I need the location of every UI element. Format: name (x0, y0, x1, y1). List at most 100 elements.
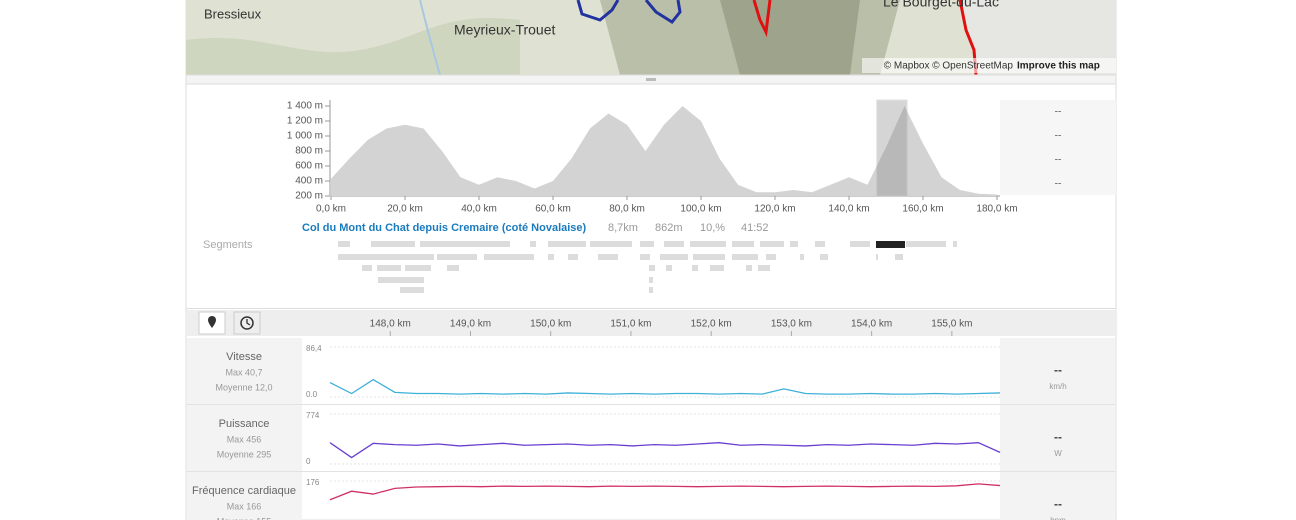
toolbar (187, 310, 1115, 336)
segment-bar (590, 241, 632, 247)
stream-current: -- (1054, 363, 1062, 377)
stream-name: Puissance (219, 418, 270, 430)
segment-bar (530, 241, 536, 247)
segment-bar (649, 287, 653, 293)
side-value: -- (1055, 131, 1062, 142)
segment-time: 41:52 (741, 222, 769, 234)
stream-current: -- (1054, 497, 1062, 511)
stream-average: Moyenne 155 (217, 516, 272, 520)
x-tick-label: 140,0 km (828, 204, 869, 215)
segment-bar (548, 254, 554, 260)
stream-unit: bpm (1050, 516, 1066, 520)
segment-bar (850, 241, 870, 247)
x-tick-label: 100,0 km (680, 204, 721, 215)
segment-bar (690, 241, 726, 247)
selection (876, 99, 908, 197)
y-tick-label: 1 200 m (287, 116, 323, 127)
stream-label-bg (187, 338, 302, 404)
segment-bar (649, 265, 655, 271)
segment-bar (693, 254, 725, 260)
y-tick-label: 176 (306, 478, 320, 487)
segment-bar (906, 241, 946, 247)
segment-bar (732, 241, 754, 247)
stream-line (329, 483, 1001, 501)
segment-bar (766, 254, 776, 260)
divider (186, 308, 1116, 309)
y-tick-label: 1 000 m (287, 131, 323, 142)
segment-bar (371, 241, 415, 247)
route (752, 0, 772, 38)
x-tick-label: 120,0 km (754, 204, 795, 215)
segment-bar (732, 254, 758, 260)
y-tick-label: 0.0 (306, 390, 318, 399)
stream-line (329, 442, 1001, 459)
y-tick-label: 200 m (295, 191, 323, 202)
stream-average: Moyenne 12,0 (215, 382, 272, 392)
segment-bar (666, 265, 672, 271)
stream-max: Max 456 (227, 434, 262, 444)
x-tick-label: 150,0 km (530, 319, 571, 330)
segment-bar (338, 254, 434, 260)
x-tick-label: 180,0 km (976, 204, 1017, 215)
segment-bar (484, 254, 534, 260)
stream-unit: km/h (1049, 382, 1066, 391)
attribution: © Mapbox © OpenStreetMap (884, 61, 1014, 72)
stream-name: Vitesse (226, 351, 262, 363)
side-value: -- (1055, 179, 1062, 190)
segment-bar (402, 277, 424, 283)
map-button[interactable] (198, 311, 226, 335)
segment-bar (640, 241, 654, 247)
segment-bar (692, 265, 698, 271)
attribution-bg (862, 58, 1116, 73)
segment-bar (338, 241, 350, 247)
stream-label-bg (187, 472, 302, 520)
river (419, 0, 441, 76)
x-tick-label: 148,0 km (370, 319, 411, 330)
side-value: -- (1055, 107, 1062, 118)
segment-bar (895, 254, 903, 260)
segment-bar (710, 265, 724, 271)
x-tick-label: 155,0 km (931, 319, 972, 330)
segment-bar (660, 254, 688, 260)
x-tick-label: 160,0 km (902, 204, 943, 215)
x-tick-label: 0,0 km (316, 204, 346, 215)
segment-grade: 10,% (700, 222, 725, 234)
stream-current: -- (1054, 430, 1062, 444)
y-tick-label: 774 (306, 411, 320, 420)
side-value: -- (1055, 155, 1062, 166)
stream-side-bg (1000, 338, 1115, 404)
y-tick-label: 86,4 (306, 344, 322, 353)
segment-name[interactable]: Col du Mont du Chat depuis Cremaire (cot… (302, 222, 587, 234)
segment-bar (400, 287, 424, 293)
segment-elevation: 862m (655, 222, 683, 234)
segment-bar (437, 254, 477, 260)
segment-bar (420, 241, 510, 247)
stream-unit: W (1054, 449, 1062, 458)
place-label: Bressieux (204, 6, 262, 21)
segment-bar (378, 277, 406, 283)
segment-bar-selected (876, 241, 905, 248)
segment-bar (758, 265, 770, 271)
x-tick-label: 152,0 km (691, 319, 732, 330)
segment-bar (405, 265, 431, 271)
x-tick-label: 149,0 km (450, 319, 491, 330)
x-tick-label: 153,0 km (771, 319, 812, 330)
segment-bar (640, 254, 650, 260)
segment-bar (568, 254, 578, 260)
route (576, 0, 620, 22)
segment-bar (820, 254, 828, 260)
segment-bar (815, 241, 825, 247)
side-panel (1000, 100, 1116, 195)
segments-label: Segments (203, 239, 253, 251)
stream-label-bg (187, 405, 302, 471)
improve-link[interactable]: Improve this map (1017, 61, 1100, 72)
time-button[interactable] (233, 311, 261, 335)
stream-side-bg (1000, 405, 1115, 471)
y-tick-label: 1 400 m (287, 101, 323, 112)
place-label: Meyrieux-Trouet (454, 22, 556, 38)
stream-average: Moyenne 295 (217, 449, 272, 459)
y-tick-label: 0 (306, 457, 311, 466)
map[interactable]: Bressieux Meyrieux-Trouet Le Bourget-du-… (186, 0, 1116, 76)
